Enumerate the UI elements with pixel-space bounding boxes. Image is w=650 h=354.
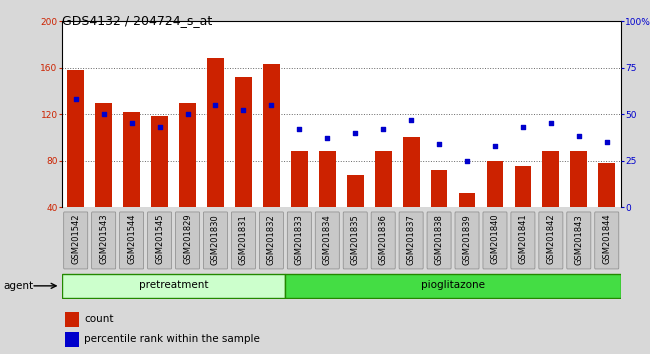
Text: GSM201842: GSM201842: [547, 214, 555, 264]
Point: [574, 133, 584, 139]
Text: GSM201834: GSM201834: [323, 214, 332, 264]
Point: [462, 158, 473, 164]
Bar: [179, 103, 196, 207]
Bar: [68, 70, 84, 207]
Point: [155, 124, 165, 130]
Text: GSM201841: GSM201841: [519, 214, 527, 264]
Bar: [319, 152, 335, 207]
Bar: [263, 64, 280, 207]
Text: agent: agent: [3, 281, 33, 291]
FancyBboxPatch shape: [64, 212, 88, 269]
Text: GSM201544: GSM201544: [127, 214, 136, 264]
Bar: [285, 274, 621, 298]
Bar: [599, 163, 615, 207]
Bar: [124, 112, 140, 207]
Text: GSM201833: GSM201833: [295, 214, 304, 265]
Bar: [64, 312, 79, 326]
Text: GSM201839: GSM201839: [463, 214, 471, 264]
FancyBboxPatch shape: [148, 212, 172, 269]
FancyBboxPatch shape: [176, 212, 200, 269]
Text: GSM201545: GSM201545: [155, 214, 164, 264]
Point: [211, 102, 221, 108]
FancyBboxPatch shape: [539, 212, 563, 269]
Point: [70, 96, 81, 102]
Text: GSM201844: GSM201844: [603, 214, 611, 264]
Bar: [375, 152, 391, 207]
Point: [238, 108, 248, 113]
Bar: [62, 274, 285, 298]
Text: GSM201840: GSM201840: [491, 214, 499, 264]
Bar: [291, 152, 307, 207]
Point: [378, 126, 389, 132]
Point: [434, 141, 445, 147]
Point: [99, 111, 109, 117]
FancyBboxPatch shape: [203, 212, 227, 269]
FancyBboxPatch shape: [287, 212, 311, 269]
Point: [546, 121, 556, 126]
Text: GSM201829: GSM201829: [183, 214, 192, 264]
FancyBboxPatch shape: [371, 212, 395, 269]
Text: GSM201836: GSM201836: [379, 214, 387, 265]
Text: GSM201838: GSM201838: [435, 214, 443, 265]
Bar: [571, 152, 587, 207]
FancyBboxPatch shape: [343, 212, 367, 269]
Bar: [487, 161, 503, 207]
Point: [182, 111, 193, 117]
Text: GDS4132 / 204724_s_at: GDS4132 / 204724_s_at: [62, 14, 212, 27]
Text: GSM201542: GSM201542: [72, 214, 80, 264]
FancyBboxPatch shape: [567, 212, 591, 269]
Text: GSM201832: GSM201832: [267, 214, 276, 264]
FancyBboxPatch shape: [259, 212, 283, 269]
Bar: [207, 58, 224, 207]
FancyBboxPatch shape: [120, 212, 144, 269]
Bar: [543, 152, 559, 207]
FancyBboxPatch shape: [511, 212, 535, 269]
FancyBboxPatch shape: [92, 212, 116, 269]
FancyBboxPatch shape: [231, 212, 255, 269]
Point: [266, 102, 277, 108]
Point: [350, 130, 360, 136]
FancyBboxPatch shape: [595, 212, 619, 269]
Text: percentile rank within the sample: percentile rank within the sample: [84, 335, 260, 344]
FancyBboxPatch shape: [399, 212, 423, 269]
Bar: [515, 166, 531, 207]
Text: GSM201835: GSM201835: [351, 214, 359, 264]
Bar: [347, 175, 363, 207]
Text: GSM201843: GSM201843: [575, 214, 583, 264]
Bar: [403, 137, 419, 207]
Point: [294, 126, 305, 132]
Point: [322, 136, 332, 141]
FancyBboxPatch shape: [427, 212, 451, 269]
Point: [490, 143, 501, 149]
Bar: [64, 332, 79, 347]
Bar: [459, 193, 475, 207]
Text: GSM201543: GSM201543: [99, 214, 108, 264]
Bar: [235, 77, 252, 207]
Text: pioglitazone: pioglitazone: [421, 280, 485, 290]
Point: [126, 121, 137, 126]
Text: GSM201837: GSM201837: [407, 214, 415, 265]
Bar: [431, 170, 447, 207]
Bar: [151, 116, 168, 207]
Text: count: count: [84, 314, 114, 324]
FancyBboxPatch shape: [315, 212, 339, 269]
Point: [518, 124, 528, 130]
Text: GSM201831: GSM201831: [239, 214, 248, 264]
Point: [602, 139, 612, 145]
Text: GSM201830: GSM201830: [211, 214, 220, 264]
Bar: [96, 103, 112, 207]
FancyBboxPatch shape: [483, 212, 507, 269]
Point: [406, 117, 416, 122]
FancyBboxPatch shape: [455, 212, 479, 269]
Text: pretreatment: pretreatment: [139, 280, 208, 290]
